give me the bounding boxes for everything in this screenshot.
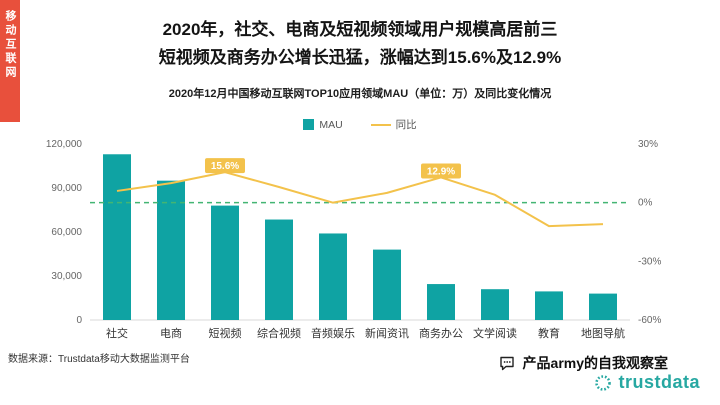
- wechat-account-name: 产品army的自我观察室: [522, 355, 668, 371]
- left-axis-tick: 90,000: [51, 183, 82, 194]
- category-label: 文学阅读: [473, 326, 517, 340]
- mau-bar: [211, 205, 239, 320]
- header: 2020年，社交、电商及短视频领域用户规模高居前三 短视频及商务办公增长迅猛，涨…: [40, 16, 680, 101]
- trustdata-logo-text: trustdata: [618, 372, 700, 392]
- category-label: 教育: [538, 326, 560, 340]
- mau-bar: [319, 233, 347, 320]
- yoy-annotation-label: 15.6%: [211, 161, 239, 172]
- legend-mau-label: MAU: [319, 118, 343, 131]
- data-source-note: 数据来源：Trustdata移动大数据监测平台: [8, 354, 190, 365]
- yoy-line: [116, 171, 604, 228]
- title-line-2: 短视频及商务办公增长迅猛，涨幅达到15.6%及12.9%: [158, 48, 562, 68]
- mau-bar: [157, 180, 185, 320]
- left-axis-tick: 0: [76, 315, 82, 326]
- wechat-account: 产品army的自我观察室: [499, 353, 668, 373]
- left-axis-tick: 30,000: [51, 271, 82, 282]
- right-axis-tick: 30%: [638, 139, 658, 150]
- mau-bar: [481, 289, 509, 320]
- yoy-annotation-label: 12.9%: [427, 166, 455, 177]
- mau-bar: [373, 249, 401, 320]
- category-label: 音频娱乐: [311, 326, 355, 340]
- legend-item-mau: MAU: [303, 118, 343, 131]
- mau-bar: [103, 154, 131, 320]
- right-axis-tick: 0%: [638, 198, 653, 209]
- chart-subtitle: 2020年12月中国移动互联网TOP10应用领域MAU（单位：万）及同比变化情况: [168, 88, 552, 101]
- chart-legend: MAU 同比: [0, 117, 720, 132]
- right-axis-tick: -60%: [638, 315, 661, 326]
- yoy-line-swatch-icon: [370, 123, 391, 126]
- trustdata-logo: trustdata: [593, 372, 700, 393]
- trustdata-logo-icon: [595, 374, 612, 391]
- side-strip: 移动互联网: [0, 0, 20, 122]
- mau-bar: [265, 219, 293, 320]
- mau-bar-swatch-icon: [303, 119, 315, 130]
- title-line-1: 2020年，社交、电商及短视频领域用户规模高居前三: [162, 20, 558, 39]
- category-label: 电商: [160, 326, 182, 340]
- mau-yoy-combo-chart: 0 30,000 60,000 90,000 120,000 -60% -30% 0% 30% 社…: [46, 139, 662, 340]
- left-axis-tick: 60,000: [51, 227, 82, 238]
- right-axis-tick: -30%: [638, 256, 661, 267]
- category-label: 短视频: [209, 326, 242, 340]
- category-label: 综合视频: [257, 326, 301, 340]
- yoy-annotation-box: [205, 158, 245, 174]
- mau-bar: [589, 293, 617, 320]
- yoy-annotation-box: [421, 163, 461, 179]
- page-title: 2020年，社交、电商及短视频领域用户规模高居前三 短视频及商务办公增长迅猛，涨…: [40, 16, 680, 72]
- mau-bar: [427, 284, 455, 320]
- side-strip-label: 移动互联网: [4, 10, 16, 80]
- category-label: 地图导航: [581, 326, 625, 340]
- category-label: 社交: [106, 326, 128, 340]
- left-axis-tick: 120,000: [46, 139, 83, 150]
- mau-bar: [535, 291, 563, 320]
- legend-yoy-label: 同比: [395, 119, 417, 131]
- category-label: 商务办公: [419, 326, 463, 340]
- category-label: 新闻资讯: [365, 326, 409, 340]
- legend-item-yoy: 同比: [370, 117, 417, 132]
- wechat-icon: [499, 356, 514, 370]
